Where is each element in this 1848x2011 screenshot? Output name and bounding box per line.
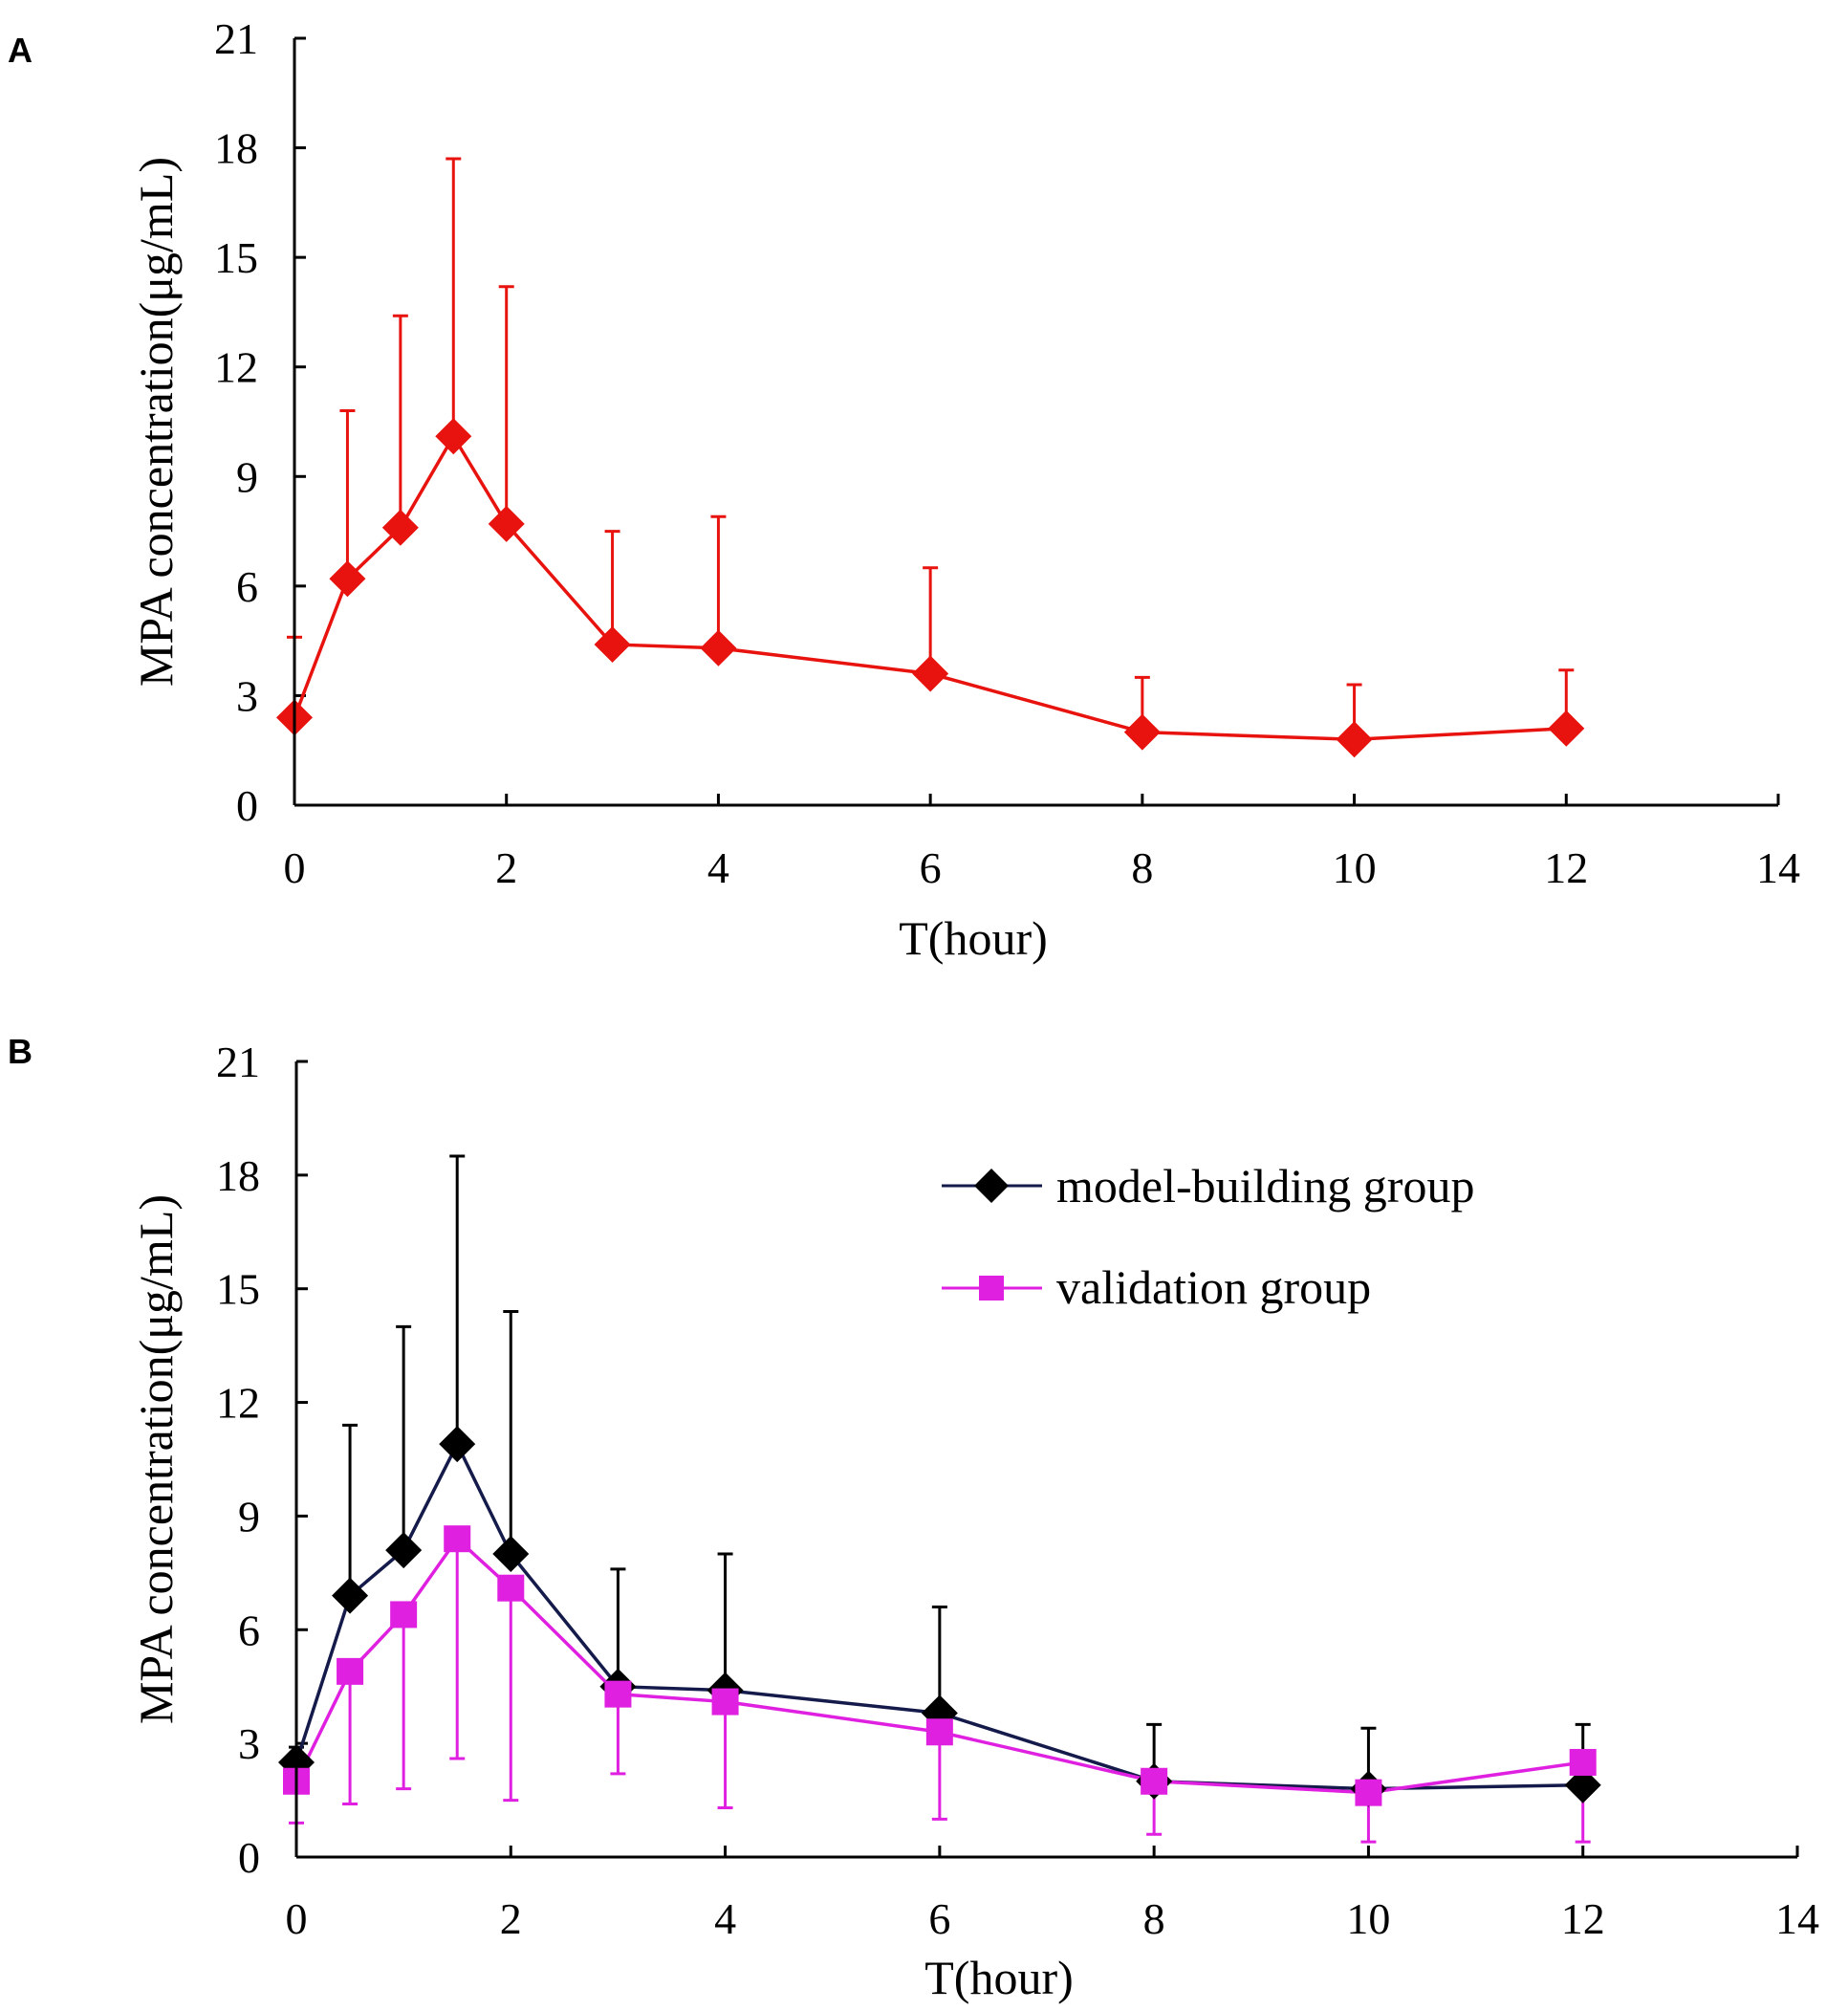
y-tick-label: 9 [238, 1492, 260, 1541]
x-tick-label: 8 [1131, 843, 1153, 892]
panel-a-x-axis-title: T(hour) [899, 911, 1048, 965]
y-tick-label: 18 [216, 1151, 260, 1200]
y-tick-label: 12 [214, 343, 258, 392]
y-tick-label: 18 [214, 124, 258, 173]
y-tick-label: 0 [236, 781, 258, 830]
y-tick-label: 21 [214, 14, 258, 63]
y-tick-label: 6 [236, 562, 258, 611]
data-point [711, 1688, 739, 1716]
panel-b-ticks: 0 3 6 9 12 15 18 21 0 2 4 6 8 10 12 14 [216, 1038, 1819, 1943]
x-tick-label: 8 [1143, 1894, 1165, 1943]
data-point [381, 509, 419, 546]
data-point [385, 1532, 423, 1569]
legend-label-validation: validation group [1056, 1260, 1371, 1314]
y-tick-label: 9 [236, 452, 258, 501]
data-point [594, 625, 631, 663]
x-tick-label: 6 [928, 1894, 950, 1943]
x-tick-label: 4 [714, 1894, 736, 1943]
data-point [435, 418, 472, 455]
data-point [1548, 710, 1585, 747]
panel-a-y-axis-title: MPA concentration(μg/mL) [129, 157, 183, 687]
x-tick-label: 2 [500, 1894, 522, 1943]
panel-a: A 0 3 6 9 12 15 18 21 0 2 4 6 8 10 12 14 T(hour) MPA co… [8, 14, 1800, 965]
data-point [390, 1601, 418, 1628]
data-point [1569, 1748, 1597, 1776]
data-point [488, 505, 525, 542]
data-point [337, 1657, 364, 1685]
x-tick-label: 2 [495, 843, 517, 892]
data-point [700, 629, 737, 667]
data-point [1123, 713, 1161, 751]
y-tick-label: 21 [216, 1038, 260, 1086]
legend: model-building group validation group [942, 1159, 1474, 1314]
x-tick-label: 10 [1333, 843, 1377, 892]
x-tick-label: 14 [1756, 843, 1800, 892]
data-point [604, 1680, 632, 1708]
y-tick-label: 3 [236, 671, 258, 720]
panel-b-label: B [8, 1032, 33, 1071]
panel-b: B 0 3 6 9 12 15 18 21 0 2 4 6 8 10 12 14 T(hour) MPA co… [8, 1032, 1819, 2004]
y-tick-label: 12 [216, 1379, 260, 1428]
legend-entry-model-building: model-building group [942, 1159, 1474, 1213]
data-point [444, 1525, 471, 1553]
data-point [1564, 1766, 1601, 1803]
panel-a-error-bars [287, 157, 1575, 740]
x-tick-label: 0 [284, 843, 306, 892]
y-tick-label: 6 [238, 1606, 260, 1654]
y-tick-label: 15 [214, 233, 258, 282]
panel-a-markers [276, 418, 1585, 758]
data-point [925, 1718, 953, 1746]
panel-a-ticks: 0 3 6 9 12 15 18 21 0 2 4 6 8 10 12 14 [214, 14, 1800, 892]
data-point [332, 1577, 369, 1614]
data-point [1355, 1779, 1382, 1806]
x-tick-label: 6 [920, 843, 942, 892]
data-point [1336, 721, 1373, 758]
legend-marker-model-building [974, 1169, 1009, 1203]
x-tick-label: 12 [1561, 1894, 1605, 1943]
data-point [329, 560, 366, 598]
x-tick-label: 14 [1775, 1894, 1819, 1943]
y-tick-label: 15 [216, 1265, 260, 1314]
data-point [1141, 1767, 1168, 1795]
x-tick-label: 10 [1346, 1894, 1390, 1943]
data-point [439, 1426, 476, 1463]
panel-a-label: A [8, 31, 33, 70]
data-point [912, 655, 949, 692]
legend-label-model-building: model-building group [1056, 1159, 1474, 1213]
data-point [492, 1536, 530, 1573]
legend-entry-validation: validation group [942, 1260, 1371, 1314]
panel-b-x-axis-title: T(hour) [924, 1951, 1074, 2004]
x-tick-label: 12 [1544, 843, 1588, 892]
y-tick-label: 0 [238, 1833, 260, 1882]
data-point [497, 1574, 525, 1602]
x-tick-label: 4 [707, 843, 729, 892]
y-tick-label: 3 [238, 1719, 260, 1768]
panel-b-y-axis-title: MPA concentration(μg/mL) [129, 1194, 183, 1724]
x-tick-label: 0 [286, 1894, 308, 1943]
legend-marker-validation [979, 1276, 1004, 1301]
